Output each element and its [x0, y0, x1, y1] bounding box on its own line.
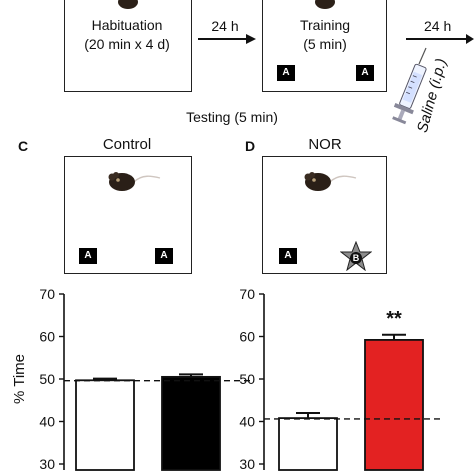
object-a-left: A	[79, 248, 97, 264]
nor-chart-tick-label: 40	[239, 414, 255, 430]
nor-chart-tick-label: 50	[239, 371, 255, 387]
object-a-left: A	[277, 65, 295, 81]
control-chart-bar	[161, 375, 221, 471]
habituation-arena	[64, 0, 192, 92]
nor-chart-bar	[364, 339, 424, 471]
control-chart-bar	[75, 379, 135, 471]
panel-c-title: Control	[102, 136, 152, 153]
training-detail: (5 min)	[303, 36, 347, 52]
nor-chart-significance-label: **	[386, 308, 402, 330]
mouse-icon	[118, 0, 138, 9]
panel-d-title: NOR	[308, 136, 342, 153]
interval-label-1: 24 h	[211, 18, 239, 34]
nor-chart-tick-label: 30	[239, 456, 255, 472]
star-object-icon	[340, 241, 372, 271]
training-label: Training	[299, 17, 351, 33]
control-chart-tick-label: 40	[39, 414, 55, 430]
arrow-right-icon	[406, 34, 474, 44]
interval-label-2: 24 h	[424, 18, 452, 34]
testing-label: Testing (5 min)	[186, 109, 278, 125]
control-chart-tick-label: 50	[39, 371, 55, 387]
syringe-icon	[392, 47, 427, 125]
control-chart-y-label: % Time	[11, 354, 28, 404]
panel-letter-c: C	[18, 138, 29, 154]
panel-letter-d: D	[245, 138, 256, 154]
nor-chart-tick-label: 60	[239, 329, 255, 345]
bar-charts: 30 40 50 60 70 % Time 30 40 50 60 70 **	[11, 286, 440, 472]
control-chart-tick-label: 70	[39, 286, 55, 302]
arrow-right-icon	[198, 34, 256, 44]
mouse-icon	[304, 172, 357, 191]
habituation-detail: (20 min x 4 d)	[84, 36, 170, 52]
object-a-right: A	[155, 248, 173, 264]
object-a-left: A	[279, 248, 297, 264]
control-chart-tick-label: 30	[39, 456, 55, 472]
nor-chart-bar	[278, 417, 338, 471]
control-chart-tick-label: 60	[39, 329, 55, 345]
object-b-label: B	[352, 253, 360, 263]
nor-chart-tick-label: 70	[239, 286, 255, 302]
mouse-icon	[315, 0, 335, 9]
habituation-label: Habituation	[91, 17, 163, 33]
object-a-right: A	[356, 65, 374, 81]
mouse-icon	[108, 172, 161, 191]
